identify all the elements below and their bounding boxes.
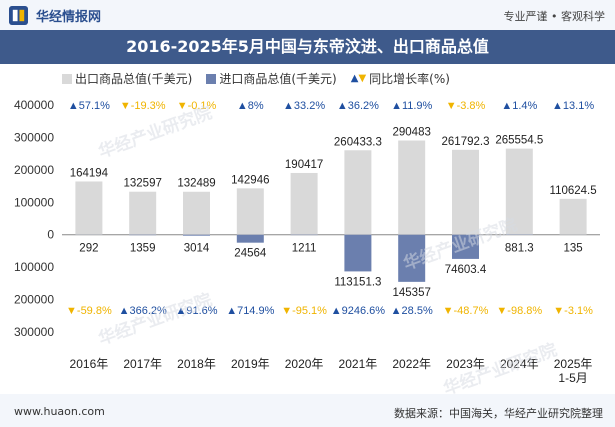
x-tick-label: 2025年 (554, 357, 593, 371)
import-bar (236, 234, 264, 243)
import-growth-label: ▼-3.1% (553, 305, 593, 317)
export-bar (398, 140, 426, 235)
import-swatch-icon (206, 73, 217, 84)
legend-export-label: 出口商品总值(千美元) (75, 72, 193, 86)
footer-bar: www.huaon.com 数据来源：中国海关，华经产业研究院整理 (0, 394, 615, 427)
export-growth-label: ▲36.2% (337, 100, 379, 112)
y-tick-label: 200000 (14, 293, 54, 307)
x-tick-label: 2023年 (446, 357, 485, 371)
import-value-label: 74603.4 (445, 264, 487, 276)
export-value-label: 290483 (393, 127, 431, 139)
export-value-label: 261792.3 (442, 136, 490, 148)
import-growth-label: ▲366.2% (119, 305, 167, 317)
import-value-label: 3014 (184, 243, 210, 255)
y-tick-label: 200000 (14, 163, 54, 177)
export-value-label: 132597 (124, 178, 162, 190)
y-tick-label: 100000 (14, 195, 54, 209)
export-bar (290, 172, 318, 235)
import-value-label: 135 (564, 243, 583, 255)
import-growth-label: ▼-59.8% (66, 305, 112, 317)
import-growth-label: ▲28.5% (391, 305, 433, 317)
export-growth-label: ▲1.4% (501, 100, 537, 112)
top-bar: 华经情报网 专业严谨 • 客观科学 (0, 0, 615, 30)
x-tick-label: 2018年 (177, 357, 216, 371)
export-growth-label: ▼-0.1% (177, 100, 217, 112)
footer-site[interactable]: www.huaon.com (14, 405, 105, 418)
export-bar (236, 188, 264, 235)
export-bar (505, 148, 533, 235)
y-tick-label: 100000 (14, 260, 54, 274)
import-bar (344, 234, 372, 272)
export-value-label: 110624.5 (550, 185, 597, 197)
import-bar (398, 234, 426, 282)
export-growth-label: ▲11.9% (391, 100, 432, 112)
x-tick-label: 1-5月 (558, 371, 587, 385)
export-value-label: 164194 (70, 167, 109, 179)
export-growth-label: ▲8% (237, 100, 264, 112)
import-value-label: 113151.3 (334, 276, 381, 288)
import-growth-label: ▲91.6% (175, 305, 217, 317)
y-tick-label: 300000 (14, 130, 54, 144)
export-growth-label: ▲13.1% (552, 100, 594, 112)
import-value-label: 24564 (234, 248, 267, 260)
export-bar (452, 149, 479, 235)
x-tick-label: 2019年 (231, 357, 270, 371)
import-value-label: 145357 (393, 287, 431, 299)
export-growth-label: ▼-19.3% (120, 100, 166, 112)
import-growth-label: ▲714.9% (226, 305, 274, 317)
export-value-label: 142946 (231, 174, 269, 186)
growth-triangles-icon: ▲▼ (350, 73, 367, 84)
export-bar (75, 181, 103, 235)
export-swatch-icon (62, 73, 72, 84)
x-tick-label: 2021年 (339, 357, 378, 371)
chart-canvas: 400000 300000 200000 100000 0 100000 200000 300… (14, 98, 600, 385)
import-value-label: 1211 (292, 243, 317, 255)
export-value-label: 260433.3 (334, 136, 382, 148)
legend-import[interactable]: 进口商品总值(千美元) (206, 70, 337, 87)
import-bar (183, 234, 210, 236)
export-bar (129, 191, 157, 235)
x-tick-label: 2022年 (392, 357, 431, 371)
export-value-label: 132489 (177, 178, 215, 190)
export-bar (344, 150, 372, 235)
export-bar (183, 191, 210, 235)
x-tick-label: 2024年 (500, 357, 539, 371)
import-value-label: 292 (79, 243, 98, 255)
brand-tags: 专业严谨 • 客观科学 (503, 10, 605, 23)
legend-growth-label: 同比增长率(%) (369, 72, 450, 86)
export-value-label: 190417 (285, 159, 323, 171)
huajing-logo-icon (9, 6, 28, 25)
export-bar (559, 198, 587, 235)
import-value-label: 1359 (130, 243, 156, 255)
import-growth-label: ▲9246.6% (331, 305, 386, 317)
legend-import-label: 进口商品总值(千美元) (219, 72, 337, 86)
import-growth-label: ▼-48.7% (443, 305, 489, 317)
brand-name: 华经情报网 (36, 10, 102, 25)
y-tick-label: 0 (47, 228, 54, 242)
footer-source: 数据来源：中国海关，华经产业研究院整理 (394, 407, 603, 420)
export-growth-label: ▲33.2% (283, 100, 325, 112)
export-value-label: 265554.5 (495, 135, 543, 147)
y-tick-label: 300000 (14, 325, 54, 339)
import-growth-label: ▼-95.1% (281, 305, 327, 317)
chart-title: 2016-2025年5月中国与东帝汶进、出口商品总值 (0, 30, 615, 64)
import-value-label: 881.3 (505, 243, 534, 255)
legend-export[interactable]: 出口商品总值(千美元) (62, 70, 192, 87)
export-growth-label: ▲57.1% (68, 100, 110, 112)
x-tick-label: 2017年 (123, 357, 162, 371)
legend-growth[interactable]: ▲▼ 同比增长率(%) (351, 70, 450, 87)
import-growth-label: ▼-98.8% (496, 305, 542, 317)
y-tick-label: 400000 (14, 98, 54, 112)
chart-legend: 出口商品总值(千美元) 进口商品总值(千美元) ▲▼ 同比增长率(%) (62, 70, 450, 87)
x-tick-label: 2016年 (70, 357, 109, 371)
x-tick-label: 2020年 (285, 357, 324, 371)
import-bar (452, 234, 479, 259)
export-growth-label: ▼-3.8% (446, 100, 486, 112)
